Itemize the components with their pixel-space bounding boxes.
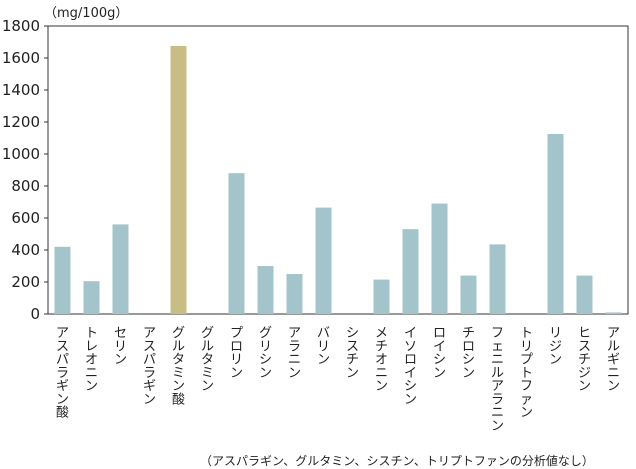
x-tick-label: ロイシン (433, 326, 446, 381)
bar (54, 246, 71, 314)
x-tick-label: アルギニン (607, 326, 620, 394)
x-tick-label: バリン (317, 326, 330, 368)
y-tick-label: 1000 (2, 145, 40, 163)
x-tick-label: グルタミン (201, 326, 214, 394)
bar (576, 275, 593, 314)
x-tick-label: アラニン (288, 326, 301, 381)
bar (170, 46, 187, 314)
y-tick-label: 1600 (2, 49, 40, 67)
x-tick-label: シスチン (346, 326, 359, 381)
y-tick-label: 800 (11, 177, 40, 195)
bar (402, 229, 419, 314)
y-tick-label: 1800 (2, 17, 40, 35)
plot-frame (47, 25, 629, 315)
bar (547, 134, 564, 314)
y-tick-label: 200 (11, 273, 40, 291)
x-tick-label: アスパラギン (143, 326, 156, 407)
x-axis-labels: アスパラギン酸 トレオニン セリン アスパラギン グルタミン酸 グルタミン プロリン グリシン… (56, 326, 620, 434)
bar (112, 224, 129, 314)
x-tick-label: イソロイシン (404, 326, 417, 407)
bar (373, 279, 390, 314)
bar (489, 244, 506, 314)
y-tick-label: 1400 (2, 81, 40, 99)
footnote: （アスパラギン、グルタミン、シスチン、トリプトファンの分析値なし） (200, 454, 594, 468)
x-tick-label: セリン (114, 326, 127, 368)
bar (228, 173, 245, 314)
bar (605, 312, 622, 314)
bar (257, 266, 274, 314)
bar (460, 275, 477, 314)
bars (54, 46, 622, 314)
x-tick-label: グルタミン酸 (172, 326, 185, 407)
bar (431, 203, 448, 314)
x-tick-label: チロシン (462, 326, 475, 381)
y-tick-label: 400 (11, 241, 40, 259)
bar (315, 207, 332, 314)
x-tick-label: トレオニン (85, 326, 98, 394)
y-tick-label: 0 (30, 305, 40, 323)
bar (286, 274, 303, 314)
y-axis-unit-label: （mg/100g） (44, 6, 129, 21)
y-tick-label: 1200 (2, 113, 40, 131)
y-axis: 0 200 400 600 800 1000 1200 1400 1600 1800 (2, 17, 629, 323)
x-tick-label: グリシン (259, 326, 272, 381)
y-tick-label: 600 (11, 209, 40, 227)
x-tick-label: ヒスチジン (578, 326, 591, 394)
x-tick-label: トリプトファン (520, 326, 533, 421)
x-tick-label: プロリン (230, 326, 243, 381)
x-tick-label: フェニルアラニン (491, 326, 504, 434)
x-tick-label: メチオニン (375, 326, 388, 394)
x-tick-label: リジン (549, 326, 562, 368)
bar (83, 281, 100, 314)
x-tick-label: アスパラギン酸 (56, 326, 69, 421)
